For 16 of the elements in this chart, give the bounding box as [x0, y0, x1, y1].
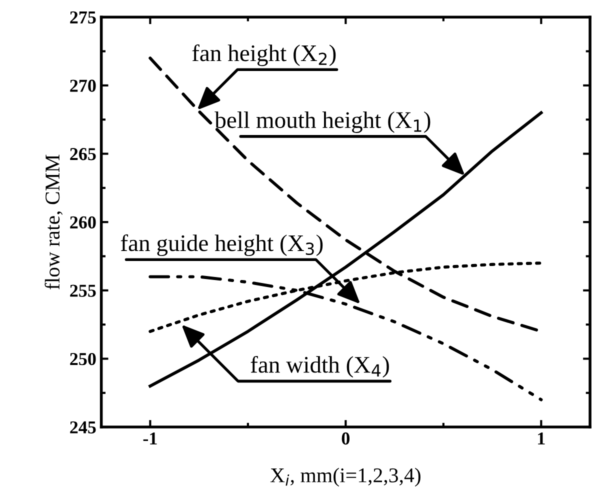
- y-tick-label: 250: [70, 352, 96, 366]
- annotation: fan width (X$_{4}$): [250, 356, 389, 378]
- y-tick-label: 275: [70, 11, 96, 24]
- y-tick-label: 270: [70, 80, 96, 92]
- y-axis-title: flow rate, CMM: [44, 154, 63, 290]
- y-tick-label: 260: [70, 216, 96, 229]
- y-tick-label: 255: [70, 284, 96, 297]
- annotation: fan guide height (X$_{3}$): [120, 234, 323, 256]
- annotation: bell mouth height (X$_{1}$): [214, 111, 430, 133]
- x-tick-label: 1: [538, 432, 545, 444]
- y-tick-label: 265: [70, 148, 96, 160]
- x-axis-title: X$_{i}$, mm(i=1,2,3,4): [270, 468, 420, 487]
- annotation: fan height (X$_{2}$): [192, 44, 336, 66]
- y-tick-label: 245: [70, 421, 96, 434]
- x-tick-label: -1: [143, 432, 157, 444]
- x-tick-label: 0: [342, 432, 350, 445]
